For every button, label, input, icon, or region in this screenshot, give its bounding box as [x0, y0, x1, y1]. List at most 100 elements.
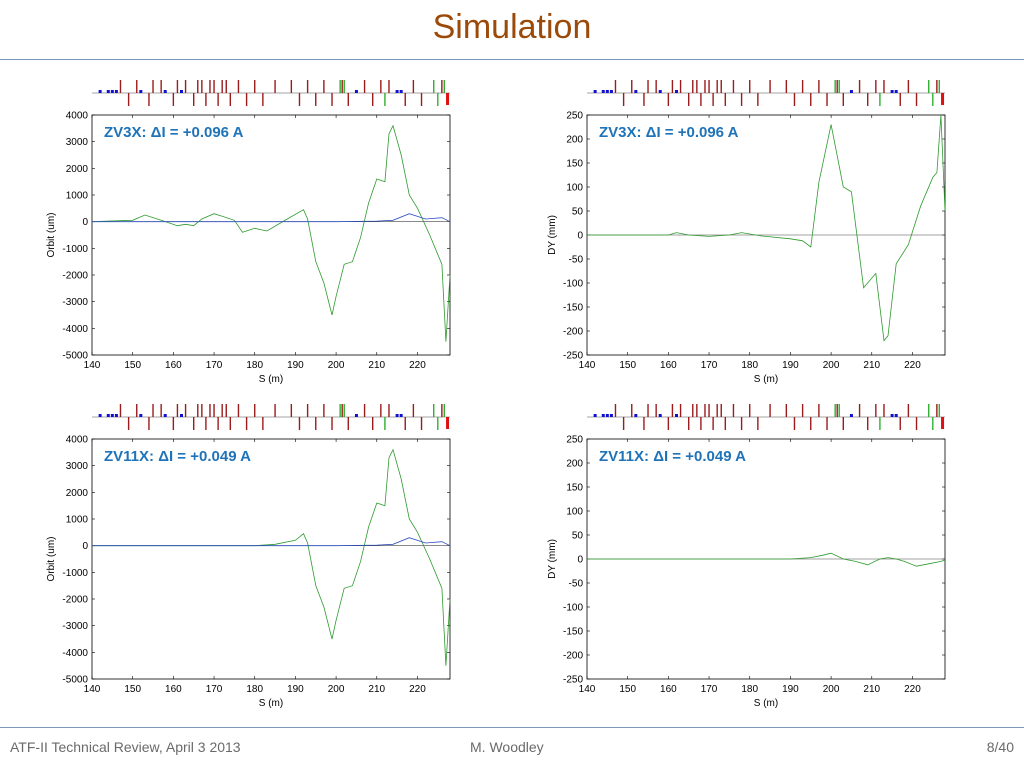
beamline-element — [675, 414, 678, 417]
beamline-element — [98, 90, 102, 93]
x-axis-title: S (m) — [259, 374, 283, 385]
y-tick-label: -150 — [563, 627, 583, 638]
beamline-element — [724, 417, 727, 430]
beamline-element — [343, 404, 345, 417]
beamline-element — [704, 80, 706, 93]
beamline-element — [716, 80, 718, 93]
beamline-element — [298, 417, 301, 430]
beamline-element — [274, 80, 276, 93]
beamline-element — [420, 93, 423, 106]
x-tick-label: 140 — [84, 360, 101, 371]
beamline-element — [915, 417, 918, 430]
beamline-element — [793, 417, 796, 430]
y-tick-label: 50 — [572, 531, 584, 542]
y-tick-label: 3000 — [66, 461, 89, 472]
x-tick-label: 170 — [206, 360, 223, 371]
beamline-element — [388, 404, 390, 417]
beamline-element — [354, 414, 358, 417]
x-tick-label: 210 — [863, 684, 880, 695]
y-tick-label: -3000 — [62, 621, 88, 632]
beamline-element — [347, 417, 349, 430]
beamline-element — [708, 404, 710, 417]
beamline-element — [614, 80, 617, 93]
beamline-element — [184, 80, 187, 93]
y-tick-label: -200 — [563, 651, 583, 662]
beamline-element — [201, 80, 203, 93]
x-axis-title: S (m) — [754, 374, 778, 385]
beamline-element — [858, 80, 861, 93]
beamline-element — [609, 414, 613, 417]
beamline-element — [363, 80, 366, 93]
beamline-element — [106, 414, 110, 417]
footer-page-number: 8/40 — [986, 739, 1014, 755]
x-tick-label: 160 — [165, 684, 182, 695]
green-series-line — [92, 448, 451, 666]
y-tick-label: -150 — [563, 303, 583, 314]
beamline-element — [643, 417, 645, 430]
beamline-element — [614, 404, 617, 417]
beamline-element — [127, 93, 130, 106]
beamline-element — [221, 80, 223, 93]
beamline-element — [712, 93, 714, 106]
beamline-element — [899, 417, 901, 430]
y-tick-label: -50 — [569, 579, 584, 590]
beamline-element — [446, 417, 450, 429]
beamline-element — [716, 404, 718, 417]
x-tick-label: 190 — [287, 360, 304, 371]
beamline-element — [245, 93, 248, 106]
y-tick-label: 150 — [566, 483, 583, 494]
beamline-element — [757, 93, 759, 106]
y-axis-title: DY (mm) — [547, 539, 558, 579]
beamline-element — [875, 80, 877, 93]
y-tick-label: -2000 — [62, 595, 88, 606]
x-tick-label: 150 — [619, 360, 636, 371]
beamline-element — [217, 417, 219, 430]
beamline-element — [622, 93, 625, 106]
beamline-element — [148, 417, 150, 430]
beamline-element — [634, 90, 638, 93]
beamline-element — [793, 93, 796, 106]
beamline-element — [343, 80, 345, 93]
beamline-element — [163, 90, 167, 93]
beamline-element — [399, 414, 403, 417]
beamline-element — [890, 414, 894, 417]
x-tick-label: 190 — [782, 360, 799, 371]
beamline-element — [928, 404, 930, 417]
x-tick-label: 200 — [328, 684, 345, 695]
beamline-strip — [587, 404, 945, 430]
x-tick-label: 140 — [84, 684, 101, 695]
beamline-element — [720, 404, 722, 417]
beamline-element — [667, 417, 670, 430]
beamline-element — [826, 93, 828, 106]
beamline-element — [152, 404, 154, 417]
beamline-element — [148, 93, 150, 106]
beamline-element — [667, 93, 670, 106]
corrector-annotation: ZV11X: ΔI = +0.049 A — [104, 448, 251, 465]
beamline-element — [136, 80, 138, 93]
x-tick-label: 200 — [823, 360, 840, 371]
beamline-element — [708, 80, 710, 93]
plot-frame — [91, 438, 451, 680]
beamline-element — [404, 417, 406, 430]
beamline-element — [433, 80, 435, 93]
beamline-element — [298, 93, 301, 106]
y-tick-label: -200 — [563, 327, 583, 338]
beamline-element — [372, 417, 374, 430]
beamline-element — [932, 417, 934, 430]
x-axis-title: S (m) — [754, 698, 778, 709]
beamline-element — [106, 90, 110, 93]
beamline-element — [671, 80, 674, 93]
beamline-element — [395, 414, 399, 417]
beamline-element — [928, 80, 930, 93]
beamline-element — [757, 417, 759, 430]
plot-frame — [91, 114, 451, 356]
beamline-element — [593, 90, 597, 93]
beamline-element — [836, 80, 838, 93]
beamline-element — [836, 404, 838, 417]
beamline-element — [437, 417, 439, 430]
beamline-element — [655, 80, 657, 93]
y-tick-label: -4000 — [62, 648, 88, 659]
beamline-element — [339, 80, 341, 93]
beamline-element — [201, 404, 203, 417]
beamline-element — [696, 80, 698, 93]
